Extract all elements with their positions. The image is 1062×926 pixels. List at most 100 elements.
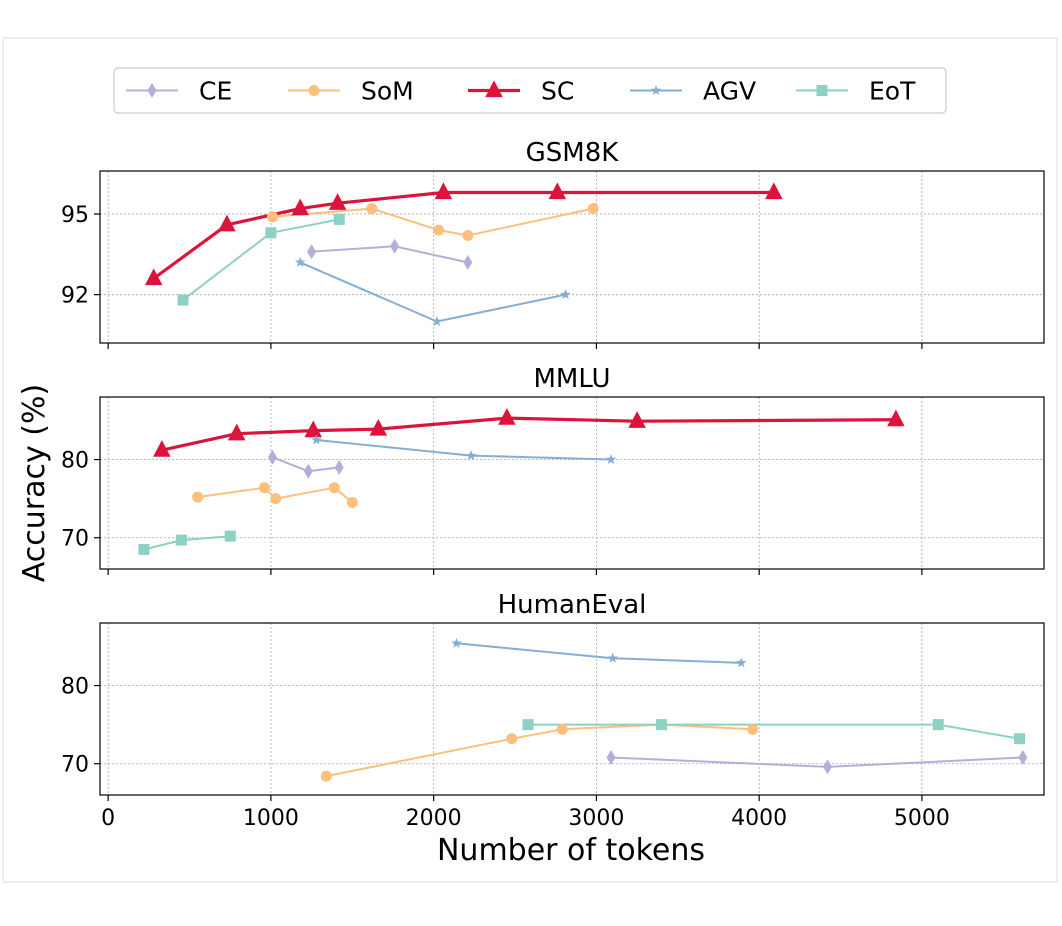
data-point-ce [303,463,313,479]
data-point-ce [606,749,616,765]
panel-title-mmlu: MMLU [533,364,610,394]
data-point-eot [656,719,668,731]
data-point-ce [307,244,317,260]
data-point-som [320,770,332,782]
data-point-sc [144,268,163,286]
panel-gsm8k: 92 95 GSM8K [61,138,1045,349]
panel-frame [99,622,1045,796]
legend-label-agv: AGV [703,77,756,106]
legend-frame [113,67,947,114]
panel-frame [99,396,1045,570]
data-point-sc [628,411,646,428]
panel-humaneval: 0 1000 2000 3000 4000 5000 70 80 HumanEval [61,590,1045,831]
data-point-ce [390,238,400,254]
data-point-som [346,497,358,509]
data-point-sc [434,182,453,200]
series-line-eot [528,723,1020,740]
data-point-ce [823,759,833,775]
panel-title-humaneval: HumanEval [498,590,647,620]
y-tick-label: 80 [61,449,89,474]
x-tick-label: 3000 [568,806,624,831]
data-point-agv [736,657,747,668]
data-point-sc [498,408,516,425]
data-point-sc [765,182,783,200]
data-point-sc [304,420,322,438]
data-point-sc [218,214,236,232]
data-point-eot [175,534,187,546]
data-point-som [258,482,270,494]
data-point-som [587,203,599,215]
data-point-agv [605,454,617,464]
data-point-som [747,723,759,735]
data-point-som [366,203,378,215]
data-point-sc [887,409,905,427]
data-point-eot [522,719,534,731]
legend-item-agv: AGV [630,77,756,106]
data-point-som [556,723,568,735]
data-point-sc [328,193,347,210]
data-point-eot [177,294,189,306]
panel-frame [99,170,1045,344]
legend-label-som: SoM [361,77,414,106]
data-point-agv [431,316,443,326]
data-point-som [433,224,445,236]
legend-marker-agv [650,85,662,95]
y-tick-label: 70 [61,527,89,552]
legend-label-sc: SC [541,77,574,106]
legend-item-ce: CE [126,77,232,106]
data-point-som [506,733,518,745]
data-point-som [462,230,474,241]
data-point-agv [465,450,477,461]
figure-frame [2,37,1058,883]
data-point-agv [294,256,306,267]
data-point-ce [268,449,278,465]
y-tick-label: 70 [61,753,89,778]
x-tick-label: 4000 [731,806,787,831]
legend-item-eot: EoT [796,77,916,106]
data-point-ce [463,254,473,270]
data-point-som [270,493,282,505]
legend-item-sc: SC [468,77,574,106]
data-point-eot [1014,733,1026,745]
data-point-agv [560,289,571,300]
x-tick-label: 2000 [406,806,462,831]
data-point-sc [369,418,388,436]
data-point-eot [138,543,150,555]
data-point-agv [607,652,618,663]
data-point-eot [932,719,944,731]
x-tick-label: 0 [101,806,115,831]
panel-mmlu: 70 80 MMLU [61,364,1045,575]
data-point-agv [451,637,462,648]
panel-title-gsm8k: GSM8K [526,138,620,168]
data-point-som [328,482,340,494]
data-point-ce [334,459,344,475]
y-tick-label: 95 [61,203,89,228]
data-point-sc [291,198,309,216]
data-point-som [192,491,204,503]
legend-label-ce: CE [199,77,232,106]
legend-marker-eot [816,85,828,96]
legend-marker-sc [485,80,503,98]
y-tick-label: 92 [61,284,89,309]
data-point-eot [333,213,345,225]
legend-marker-ce [147,83,157,98]
legend-label-eot: EoT [869,77,916,106]
legend: CE SoM SC AGV EoT [113,67,947,114]
data-point-sc [548,182,567,200]
panels: 92 95 GSM8K 70 80 MMLU 0 1000 2000 3000 4000 5000 70… [61,138,1045,831]
legend-item-som: SoM [288,77,414,106]
data-point-som [267,211,279,223]
data-point-eot [265,227,277,239]
y-tick-label: 80 [61,675,89,700]
x-tick-label: 1000 [243,806,299,831]
x-tick-label: 5000 [894,806,950,831]
data-point-sc [153,440,171,457]
data-point-eot [224,530,236,542]
y-axis-label: Accuracy (%) [17,384,52,582]
data-point-agv [311,434,322,445]
legend-marker-som [308,85,320,96]
x-axis-label: Number of tokens [437,833,705,868]
data-point-sc [227,423,246,441]
